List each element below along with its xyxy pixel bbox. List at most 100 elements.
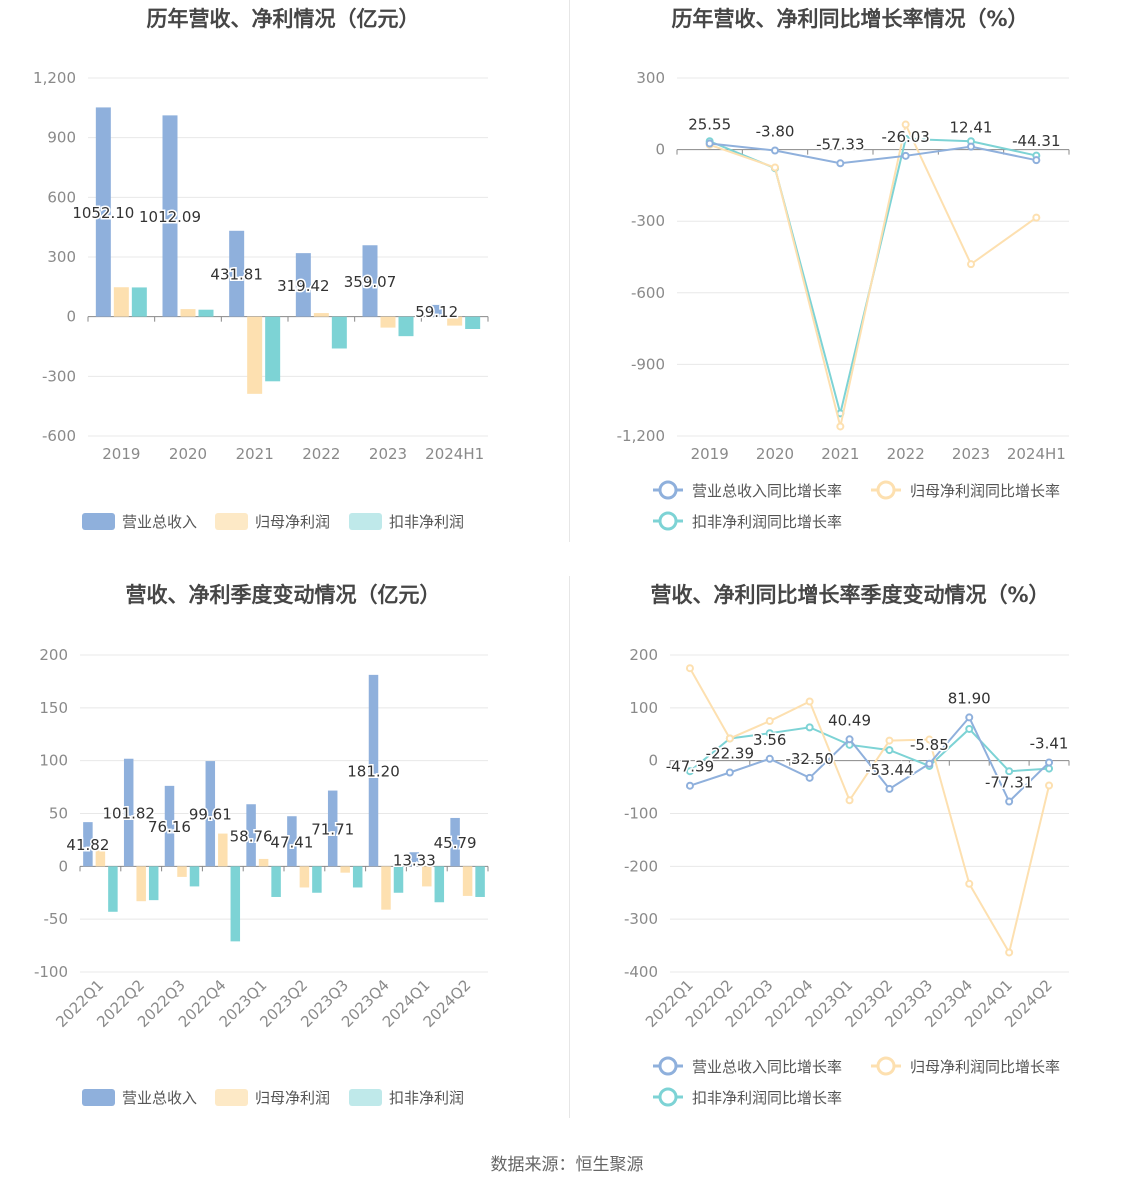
legend-label: 扣非净利润 [389, 513, 464, 531]
data-label: 1052.10 [72, 204, 134, 222]
data-label: 181.20 [347, 763, 400, 781]
point-revenue [725, 768, 734, 777]
bar-netprofit [340, 866, 350, 873]
bar-revenue [83, 822, 93, 867]
data-label: 71.71 [311, 820, 354, 838]
bar-revenue [327, 790, 338, 867]
legend-label: 营业总收入同比增长率 [692, 482, 842, 500]
y-tick-label: -50 [44, 910, 69, 928]
legend-label: 归母净利润 [255, 513, 330, 531]
data-label: -32.50 [785, 750, 833, 768]
bar-netprofit [380, 316, 396, 328]
point-netprofit [1005, 948, 1014, 957]
quarterly-growth-chart: 营收、净利同比增长率季度变动情况（%） -400 -300 -200 -100 0 100 2… [567, 576, 1134, 1152]
point-deducted [1005, 767, 1014, 776]
chart-title: 历年营收、净利同比增长率情况（%） [671, 7, 1028, 31]
y-tick-label: 100 [39, 752, 68, 770]
x-tick-label: 2022 [302, 445, 340, 463]
chart-title: 营收、净利同比增长率季度变动情况（%） [650, 583, 1049, 607]
annual-growth-svg: 历年营收、净利同比增长率情况（%） -1,200 -900 -600 -300 0 300 2… [617, 7, 1070, 531]
point-deducted [685, 767, 694, 776]
point-revenue [705, 139, 714, 148]
bar-revenue [205, 761, 216, 867]
x-tick-label: 2023 [952, 445, 990, 463]
bar-deducted [230, 866, 241, 942]
data-label: -53.44 [865, 761, 913, 779]
legend-marker [658, 480, 678, 500]
legend-swatch [215, 1089, 248, 1106]
point-revenue [901, 151, 910, 160]
bar-netprofit [177, 866, 187, 877]
bar-revenue [95, 107, 111, 317]
legend-label: 归母净利润 [255, 1089, 330, 1107]
bar-netprofit [136, 866, 146, 902]
line-netprofit [689, 667, 1051, 956]
x-tick-label: 2020 [756, 445, 794, 463]
point-netprofit [965, 879, 974, 888]
data-label: 99.61 [189, 806, 232, 824]
data-label: -3.80 [756, 123, 795, 141]
bar-deducted [198, 309, 214, 317]
point-netprofit [725, 734, 734, 743]
data-label: 319.42 [277, 277, 330, 295]
point-netprofit [901, 120, 910, 129]
bar-deducted [265, 316, 281, 382]
bar-deducted [465, 316, 481, 329]
point-revenue [1032, 156, 1041, 165]
x-tick-label: 2023 [369, 445, 407, 463]
point-revenue [845, 735, 854, 744]
legend-label: 扣非净利润同比增长率 [692, 513, 842, 531]
data-label: 81.90 [948, 689, 991, 707]
data-label: 76.16 [148, 818, 191, 836]
annual-amount-chart: 历年营收、净利情况（亿元） -600 -300 0 300 600 900 1,200 2019… [0, 0, 567, 576]
y-tick-label: 300 [636, 69, 665, 87]
y-tick-label: 100 [629, 699, 658, 717]
y-tick-label: 0 [66, 308, 76, 326]
point-revenue [1045, 758, 1054, 767]
point-deducted [965, 724, 974, 733]
point-revenue [685, 781, 694, 790]
y-tick-label: 200 [39, 646, 68, 664]
point-netprofit [885, 736, 894, 745]
line-revenue [709, 142, 1037, 165]
bar-deducted [434, 866, 445, 903]
x-tick-label: 2020 [169, 445, 207, 463]
y-tick-label: 300 [47, 248, 76, 266]
quarterly-amount-svg: 营收、净利季度变动情况（亿元）-100-500501001502002022Q1… [34, 583, 489, 1107]
legend-swatch [82, 1089, 115, 1106]
bar-deducted [271, 866, 281, 897]
y-tick-label: 0 [648, 752, 658, 770]
x-tick-label: 2022 [887, 445, 925, 463]
bar-deducted [475, 866, 485, 897]
legend-marker [658, 511, 678, 531]
data-label: -47.39 [666, 758, 714, 776]
bar-revenue [287, 816, 297, 867]
point-revenue [771, 146, 779, 155]
point-netprofit [925, 735, 934, 744]
data-label: -44.31 [1012, 132, 1060, 150]
data-label: 40.49 [828, 711, 871, 729]
y-tick-label: -1,200 [617, 427, 665, 445]
bar-netprofit [299, 866, 310, 888]
data-label: -5.85 [910, 736, 949, 754]
bar-netprofit [422, 866, 432, 887]
legend-marker [876, 480, 896, 500]
chart-title: 历年营收、净利情况（亿元） [147, 7, 420, 31]
data-label: 3.56 [753, 731, 786, 749]
data-label: -57.33 [816, 135, 864, 153]
x-tick-label: 2019 [102, 445, 140, 463]
bar-deducted [393, 866, 404, 893]
data-label: 25.55 [688, 116, 731, 134]
y-tick-label: -100 [624, 805, 658, 823]
bar-revenue [162, 115, 178, 317]
data-label: -22.39 [706, 744, 754, 762]
y-tick-label: 0 [58, 857, 68, 875]
bar-netprofit [95, 850, 106, 867]
data-label: 431.81 [210, 266, 263, 284]
point-netprofit [685, 664, 694, 673]
bar-deducted [331, 316, 347, 349]
data-label: 41.82 [66, 836, 109, 854]
point-revenue [885, 784, 894, 793]
vertical-divider-bottom [569, 576, 570, 1118]
bar-revenue [246, 804, 256, 867]
